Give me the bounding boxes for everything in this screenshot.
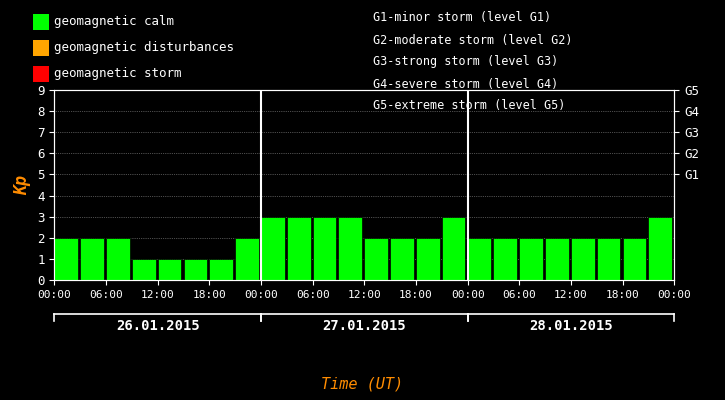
Text: geomagnetic calm: geomagnetic calm xyxy=(54,16,175,28)
Bar xyxy=(648,217,672,280)
Bar xyxy=(339,217,362,280)
Text: G1-minor storm (level G1): G1-minor storm (level G1) xyxy=(373,12,552,24)
Bar xyxy=(519,238,543,280)
Text: geomagnetic disturbances: geomagnetic disturbances xyxy=(54,42,234,54)
Bar xyxy=(468,238,492,280)
Bar xyxy=(106,238,130,280)
Bar xyxy=(312,217,336,280)
Text: 28.01.2015: 28.01.2015 xyxy=(529,319,613,333)
Bar xyxy=(210,259,233,280)
Bar xyxy=(571,238,594,280)
Text: G3-strong storm (level G3): G3-strong storm (level G3) xyxy=(373,56,559,68)
Bar xyxy=(235,238,259,280)
Text: 27.01.2015: 27.01.2015 xyxy=(323,319,406,333)
Bar xyxy=(80,238,104,280)
Text: G4-severe storm (level G4): G4-severe storm (level G4) xyxy=(373,78,559,90)
Text: Time (UT): Time (UT) xyxy=(321,376,404,392)
Bar xyxy=(623,238,646,280)
Bar xyxy=(132,259,156,280)
Text: geomagnetic storm: geomagnetic storm xyxy=(54,68,182,80)
Text: G5-extreme storm (level G5): G5-extreme storm (level G5) xyxy=(373,100,566,112)
Y-axis label: Kp: Kp xyxy=(14,175,32,195)
Bar xyxy=(287,217,310,280)
Text: 26.01.2015: 26.01.2015 xyxy=(116,319,199,333)
Bar xyxy=(157,259,181,280)
Bar xyxy=(545,238,569,280)
Bar xyxy=(54,238,78,280)
Bar xyxy=(442,217,465,280)
Bar xyxy=(183,259,207,280)
Bar xyxy=(494,238,517,280)
Text: G2-moderate storm (level G2): G2-moderate storm (level G2) xyxy=(373,34,573,46)
Bar xyxy=(597,238,621,280)
Bar xyxy=(261,217,285,280)
Bar xyxy=(364,238,388,280)
Bar xyxy=(416,238,439,280)
Bar xyxy=(390,238,414,280)
